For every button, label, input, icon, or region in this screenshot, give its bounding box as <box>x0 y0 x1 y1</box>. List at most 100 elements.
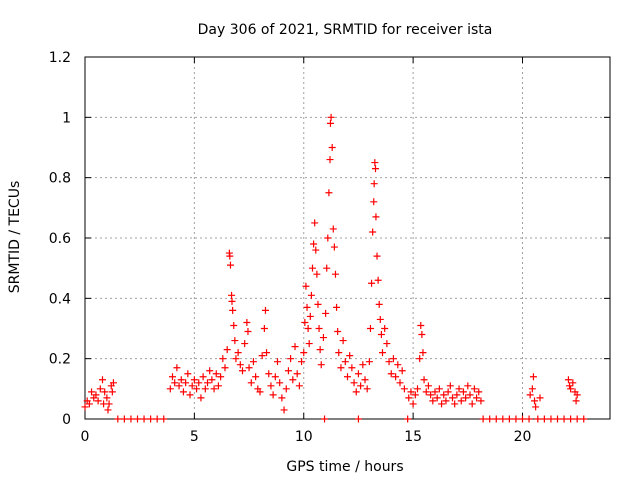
data-point <box>244 328 252 336</box>
data-point <box>280 406 288 414</box>
data-point <box>274 358 281 366</box>
data-point <box>217 373 225 381</box>
data-point <box>560 415 568 423</box>
data-point <box>100 400 108 408</box>
data-point <box>252 373 260 381</box>
data-point <box>223 346 231 354</box>
data-point <box>409 400 417 408</box>
data-point <box>531 397 539 405</box>
data-point <box>276 379 284 387</box>
data-point <box>267 382 275 390</box>
data-point <box>201 385 209 393</box>
data-point <box>404 415 412 423</box>
data-point <box>475 388 483 396</box>
data-point <box>260 325 268 332</box>
data-point <box>236 361 244 369</box>
data-point <box>103 394 111 402</box>
y-tick-label: 1 <box>62 110 71 126</box>
data-point <box>177 376 185 384</box>
data-point <box>199 373 207 381</box>
data-point <box>479 415 487 423</box>
data-point <box>210 385 218 393</box>
data-point <box>459 388 467 396</box>
data-point <box>352 388 360 396</box>
x-tick-label: 5 <box>190 429 199 445</box>
data-point <box>186 391 194 399</box>
data-point <box>339 337 347 345</box>
data-point <box>529 373 537 381</box>
data-point <box>470 385 478 393</box>
data-point <box>341 358 349 366</box>
data-point <box>295 382 303 390</box>
data-point <box>375 300 383 308</box>
data-point <box>373 252 381 260</box>
data-point <box>114 415 122 423</box>
y-tick-label: 0.8 <box>49 171 71 187</box>
data-point <box>302 282 310 290</box>
data-point <box>554 415 561 423</box>
data-point <box>278 394 286 402</box>
data-point <box>229 306 237 314</box>
data-point <box>322 309 330 317</box>
data-point <box>265 370 273 378</box>
data-point <box>492 415 500 423</box>
data-point <box>337 364 345 372</box>
x-tick-label: 0 <box>81 429 90 445</box>
data-point <box>354 370 362 378</box>
y-axis-label: SRMTID / TECUs <box>7 181 23 294</box>
data-point <box>184 370 192 378</box>
data-point <box>366 325 374 332</box>
data-point <box>291 343 299 351</box>
data-point <box>567 415 575 423</box>
data-point <box>298 358 306 366</box>
data-point <box>540 415 548 423</box>
data-point <box>182 379 190 387</box>
data-point <box>477 397 485 405</box>
data-point <box>361 376 369 384</box>
data-point <box>310 240 318 248</box>
data-point <box>263 349 271 357</box>
data-point <box>104 406 112 414</box>
data-point <box>232 355 240 363</box>
data-point <box>300 349 308 357</box>
x-axis-label: GPS time / hours <box>286 459 403 475</box>
data-point <box>269 391 277 399</box>
data-point <box>319 334 327 342</box>
data-point <box>193 385 201 393</box>
data-point <box>564 376 572 384</box>
data-point <box>365 358 373 366</box>
data-point <box>212 370 220 378</box>
data-point <box>312 246 320 254</box>
data-point <box>323 264 331 272</box>
data-point <box>304 325 312 332</box>
chart-title: Day 306 of 2021, SRMTID for receiver ist… <box>198 22 493 38</box>
data-point <box>446 382 454 390</box>
data-point <box>293 370 301 378</box>
data-point <box>335 349 343 357</box>
data-point <box>372 165 379 173</box>
data-point <box>204 379 211 387</box>
data-point <box>486 415 494 423</box>
data-point <box>228 291 236 299</box>
data-point <box>357 382 365 390</box>
data-point <box>284 367 292 375</box>
data-point <box>231 337 239 345</box>
data-point <box>372 213 380 221</box>
data-point <box>414 385 421 393</box>
data-point <box>580 415 588 423</box>
data-point <box>536 394 544 402</box>
data-point <box>96 385 104 393</box>
data-point <box>348 364 356 372</box>
data-point <box>239 367 246 375</box>
data-point <box>321 415 329 423</box>
data-point <box>197 394 205 402</box>
data-point <box>206 367 214 375</box>
data-point <box>247 379 255 387</box>
x-tick-label: 20 <box>514 429 532 445</box>
data-point <box>473 394 481 402</box>
data-point <box>313 270 321 278</box>
data-point <box>457 397 465 405</box>
data-point <box>92 391 100 399</box>
data-point <box>328 144 336 151</box>
data-point <box>377 331 385 339</box>
